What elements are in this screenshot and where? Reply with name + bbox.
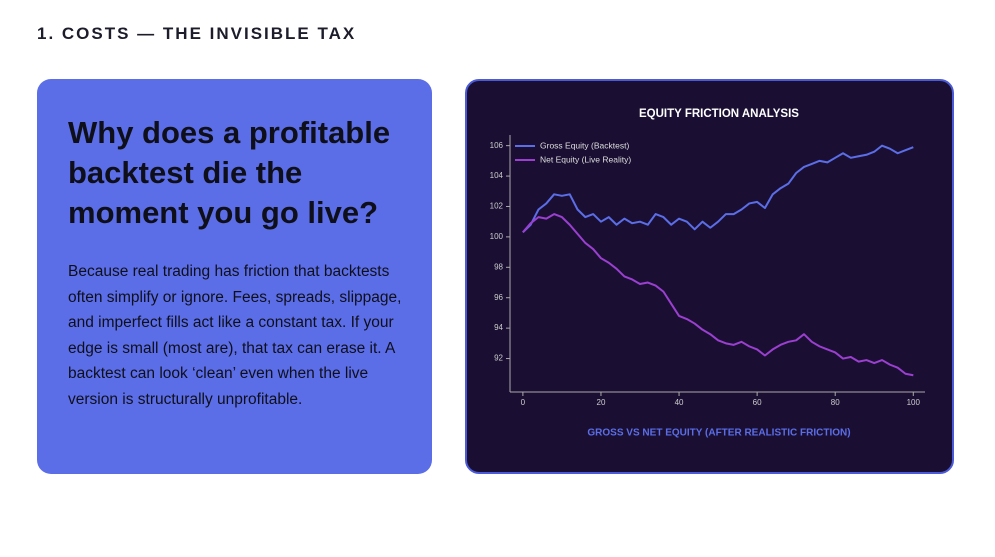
card-title: Why does a profitable backtest die the m… (68, 115, 391, 230)
question-card: Why does a profitable backtest die the m… (37, 79, 432, 474)
card-body: Because real trading has friction that b… (68, 263, 402, 408)
chart-card: EQUITY FRICTION ANALYSIS GROSS VS NET EQ… (465, 79, 954, 474)
x-axis-title: GROSS VS NET EQUITY (AFTER REALISTIC FRI… (587, 428, 850, 439)
x-tick-label: 20 (597, 398, 606, 407)
y-tick-label: 102 (490, 202, 504, 211)
series-line (522, 213, 914, 377)
x-tick-label: 60 (753, 398, 762, 407)
y-tick-label: 106 (490, 141, 504, 150)
x-tick-label: 80 (831, 398, 840, 407)
y-tick-label: 104 (490, 171, 504, 180)
series-line (522, 144, 914, 234)
chart-title: EQUITY FRICTION ANALYSIS (639, 108, 799, 120)
y-tick-label: 94 (494, 323, 503, 332)
x-tick-label: 0 (521, 398, 526, 407)
x-tick-label: 100 (907, 398, 921, 407)
legend-label: Net Equity (Live Reality) (540, 154, 631, 164)
x-tick-label: 40 (675, 398, 684, 407)
chart: EQUITY FRICTION ANALYSIS GROSS VS NET EQ… (490, 108, 925, 439)
legend-label: Gross Equity (Backtest) (540, 140, 629, 150)
y-tick-label: 98 (494, 262, 503, 271)
y-tick-label: 100 (490, 232, 504, 241)
section-heading: 1. COSTS — THE INVISIBLE TAX (37, 24, 357, 43)
y-tick-label: 92 (494, 354, 503, 363)
y-tick-label: 96 (494, 293, 503, 302)
